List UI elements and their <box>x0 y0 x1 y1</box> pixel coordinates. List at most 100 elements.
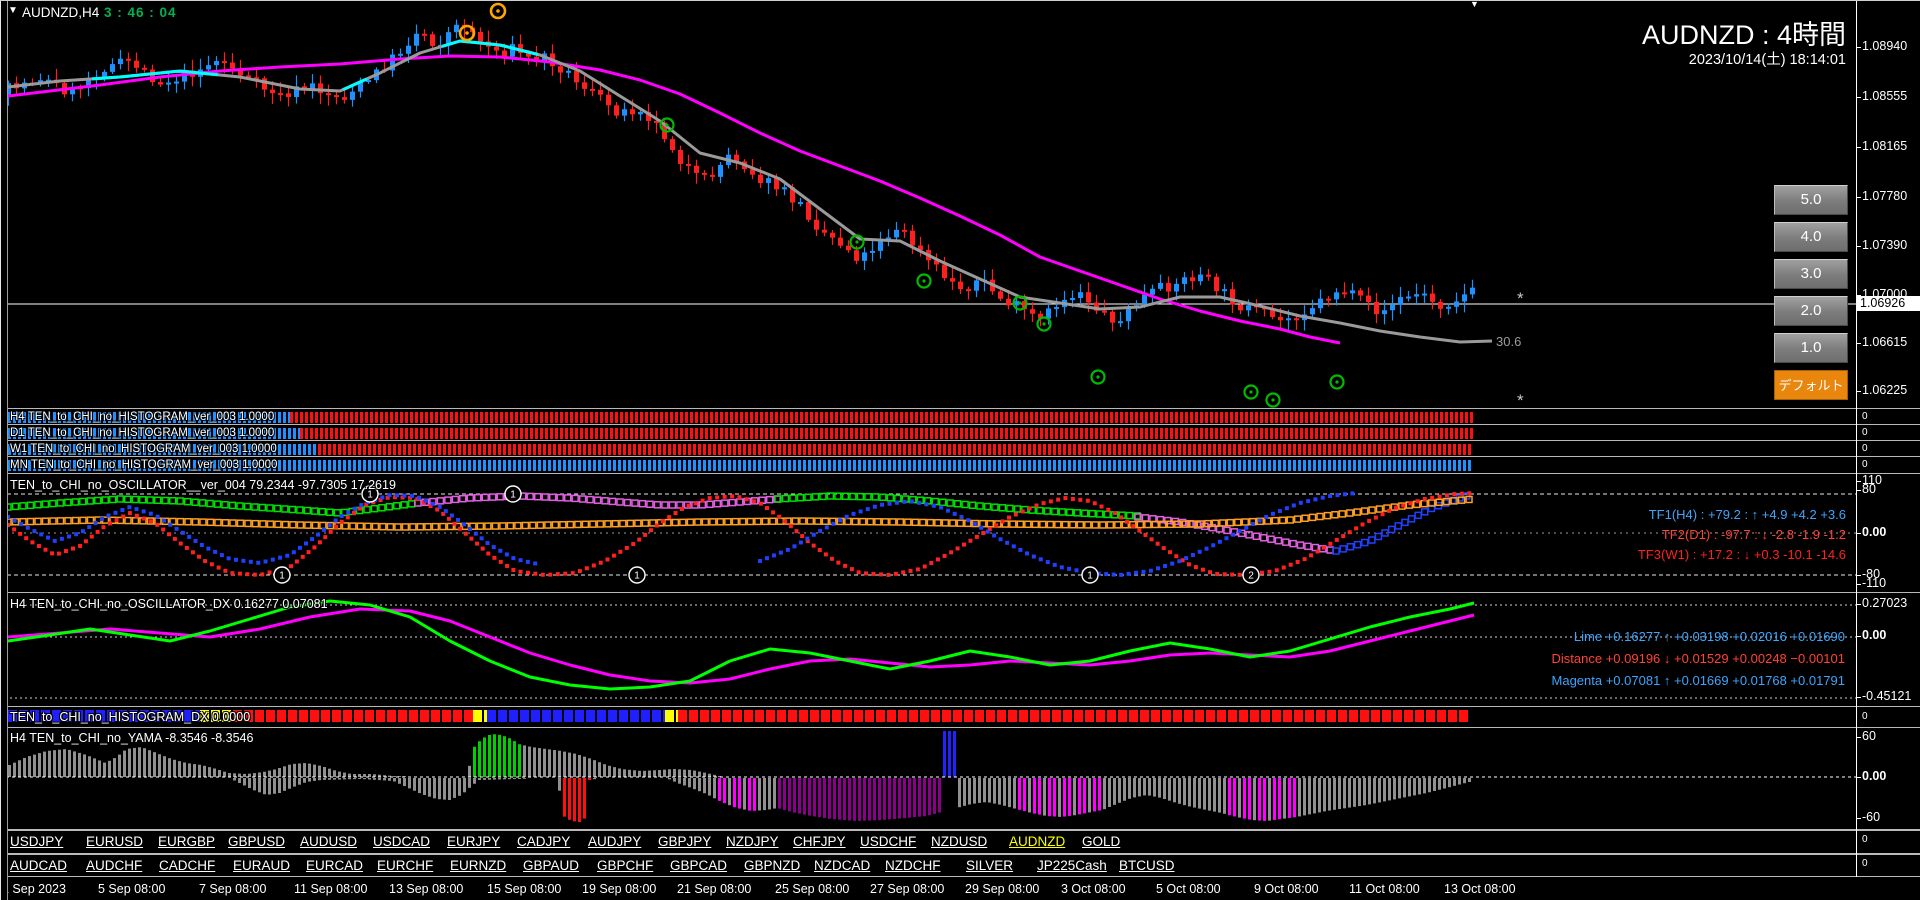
mini-axis-glyph: 0 <box>1862 411 1868 422</box>
axis-tick <box>1856 391 1861 392</box>
axis-tick <box>1856 777 1861 778</box>
axis-tick <box>1856 97 1861 98</box>
signal-markers <box>458 2 1345 408</box>
histogram-dx-ribbon <box>8 710 1468 722</box>
symbol-tab-GBPCAD[interactable]: GBPCAD <box>670 858 728 873</box>
zoom-button-3.0[interactable]: 3.0 <box>1774 259 1848 289</box>
axis-tick <box>1856 636 1861 637</box>
time-axis-label: 19 Sep 08:00 <box>582 882 657 896</box>
histogram-mn-label: MN TEN_to_CHI_no_HISTOGRAM_ver_003 1.000… <box>10 459 278 471</box>
oscillator-dx-panel <box>0 592 1920 706</box>
yama-panel <box>0 727 1920 830</box>
symbol-tab-EURUSD[interactable]: EURUSD <box>86 834 144 849</box>
moving-averages <box>0 39 1493 345</box>
oscillator-panel <box>0 473 1920 592</box>
symbol-tab-AUDCHF[interactable]: AUDCHF <box>86 858 143 873</box>
symbol-tab-GBPAUD[interactable]: GBPAUD <box>523 858 580 873</box>
chart-datetime: 2023/10/14(土) 18:14:01 <box>1688 52 1846 68</box>
symbol-row-1 <box>0 830 1920 854</box>
symbol-tab-AUDUSD[interactable]: AUDUSD <box>300 834 358 849</box>
oscillator-title: TEN_to_CHI_no_OSCILLATOR__ver_004 79.234… <box>10 478 396 492</box>
symbol-tab-USDJPY[interactable]: USDJPY <box>10 834 64 849</box>
mini-axis-glyph: 0 <box>1862 427 1868 438</box>
chart-drawing-layer: 1 1 1 1 1 2 <box>0 2 1856 822</box>
axis-label: 110 <box>1862 473 1882 487</box>
symbol-dropdown-arrow[interactable]: ▼ <box>8 5 18 16</box>
window-left-edge <box>0 1 8 900</box>
oscillator-dx-series <box>0 599 1856 699</box>
time-axis-label: 13 Sep 08:00 <box>389 882 464 896</box>
axis-tick <box>1856 481 1861 482</box>
symbol-tab-EURCHF[interactable]: EURCHF <box>377 858 434 873</box>
tf2-reading: TF2(D1) : -97.7 : ↓ -2.8 -1.9 -1.2 <box>1661 527 1846 542</box>
symbol-tab-AUDCAD[interactable]: AUDCAD <box>10 858 68 873</box>
time-axis-label: 29 Sep 08:00 <box>965 882 1040 896</box>
symbol-tab-NZDUSD[interactable]: NZDUSD <box>931 834 988 849</box>
symbol-tab-NZDJPY[interactable]: NZDJPY <box>726 834 779 849</box>
mini-axis-glyph: 0 <box>1862 711 1868 722</box>
time-axis-label: 5 Oct 08:00 <box>1156 882 1221 896</box>
axis-tick <box>1856 533 1861 534</box>
symbol-tab-GBPJPY[interactable]: GBPJPY <box>658 834 712 849</box>
symbol-tab-EURAUD[interactable]: EURAUD <box>233 858 291 873</box>
axis-tick <box>1856 197 1861 198</box>
symbol-tab-NZDCAD[interactable]: NZDCAD <box>814 858 871 873</box>
histogram-w1-label: W1 TEN_to_CHI_no_HISTOGRAM_ver_003 1.000… <box>10 443 277 455</box>
default-button[interactable]: デフォルト <box>1774 370 1848 400</box>
symbol-tab-GOLD[interactable]: GOLD <box>1082 834 1121 849</box>
candles <box>6 19 1475 332</box>
oscillator-series: 1 1 1 1 1 2 <box>0 485 1856 584</box>
histogram-dx-panel <box>0 706 1920 727</box>
axis-label: 1.07780 <box>1862 189 1908 203</box>
symbol-tab-BTCUSD[interactable]: BTCUSD <box>1119 858 1175 873</box>
mini-axis-glyph: 0 <box>1862 459 1868 470</box>
axis-tick <box>1856 490 1861 491</box>
histogram-dx-label: TEN_to_CHI_no_HISTOGRAM_DX 0.0000 <box>10 710 251 724</box>
time-axis-label: 3 Oct 08:00 <box>1061 882 1126 896</box>
symbol-tab-EURGBP[interactable]: EURGBP <box>158 834 216 849</box>
svg-text:1: 1 <box>279 571 285 582</box>
histogram-panel-d1 <box>0 424 1920 440</box>
time-axis-label: 11 Sep 08:00 <box>294 882 368 896</box>
symbol-tab-NZDCHF[interactable]: NZDCHF <box>885 858 941 873</box>
ma-value-label: 30.6 <box>1496 334 1522 349</box>
zoom-button-5.0[interactable]: 5.0 <box>1774 185 1848 215</box>
symbol-tab-AUDNZD[interactable]: AUDNZD <box>1009 834 1066 849</box>
axis-label: 0.27023 <box>1862 596 1908 610</box>
zoom-button-4.0[interactable]: 4.0 <box>1774 222 1848 252</box>
current-price-box: 1.06926 <box>1856 296 1920 311</box>
axis-label: 1.06615 <box>1862 335 1908 349</box>
axis-tick <box>1856 343 1861 344</box>
symbol-tab-EURCAD[interactable]: EURCAD <box>306 858 364 873</box>
chart-symbol-period: AUDNZD,H4 <box>22 5 100 20</box>
axis-tick <box>1856 737 1861 738</box>
symbol-tab-EURNZD[interactable]: EURNZD <box>450 858 507 873</box>
mini-axis-glyph: 0 <box>1862 834 1868 845</box>
symbol-tab-AUDJPY[interactable]: AUDJPY <box>588 834 642 849</box>
price-axis-line <box>1856 1 1857 877</box>
axis-tick <box>1856 584 1861 585</box>
symbol-tab-JP225Cash[interactable]: JP225Cash <box>1037 858 1107 873</box>
zoom-button-2.0[interactable]: 2.0 <box>1774 296 1848 326</box>
asterisk-marker-lower: * <box>1517 391 1524 410</box>
zoom-button-1.0[interactable]: 1.0 <box>1774 333 1848 363</box>
symbol-tab-USDCAD[interactable]: USDCAD <box>373 834 431 849</box>
symbol-tab-SILVER[interactable]: SILVER <box>966 858 1014 873</box>
time-axis-label: 15 Sep 08:00 <box>487 882 562 896</box>
symbol-tab-GBPUSD[interactable]: GBPUSD <box>228 834 286 849</box>
axis-tick <box>1856 295 1861 296</box>
histogram-d1-label: D1 TEN_to_CHI_no_HISTOGRAM_ver_003 1.000… <box>10 427 275 439</box>
symbol-tab-CADCHF[interactable]: CADCHF <box>159 858 216 873</box>
symbol-tab-USDCHF[interactable]: USDCHF <box>860 834 917 849</box>
scroll-marker-icon[interactable]: ▼ <box>1470 0 1479 9</box>
symbol-tab-EURJPY[interactable]: EURJPY <box>447 834 501 849</box>
symbol-tab-CHFJPY[interactable]: CHFJPY <box>793 834 846 849</box>
axis-label: 1.06225 <box>1862 383 1908 397</box>
axis-tick <box>1856 604 1861 605</box>
symbol-tab-GBPCHF[interactable]: GBPCHF <box>597 858 654 873</box>
mini-axis-glyph: 0 <box>1862 443 1868 454</box>
symbol-tab-GBPNZD[interactable]: GBPNZD <box>744 858 801 873</box>
symbol-row-2 <box>0 854 1920 877</box>
symbol-tab-CADJPY[interactable]: CADJPY <box>517 834 571 849</box>
axis-label: 1.08940 <box>1862 39 1908 53</box>
